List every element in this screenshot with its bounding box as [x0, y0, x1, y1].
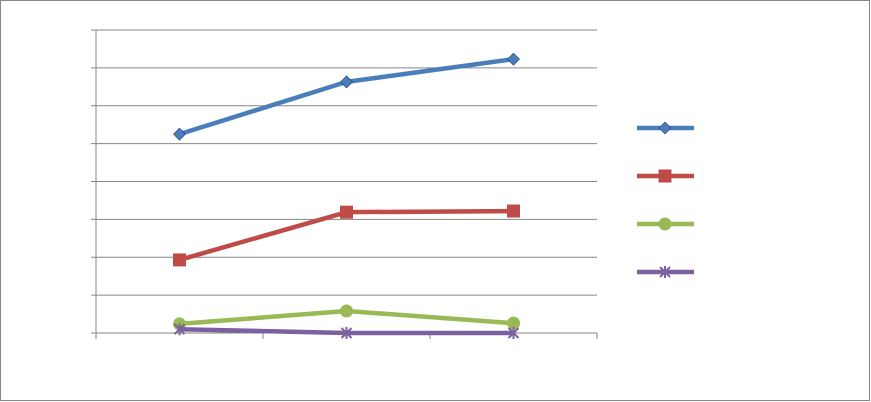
marker-shape — [659, 266, 671, 278]
marker-shape — [507, 316, 520, 330]
data-point — [507, 316, 520, 330]
marker-shape — [658, 217, 672, 231]
marker-shape — [173, 253, 186, 267]
data-point — [173, 127, 186, 141]
marker-shape — [340, 327, 353, 339]
data-point — [340, 304, 353, 318]
marker-shape — [340, 205, 353, 219]
data-point — [173, 253, 186, 267]
marker-shape — [507, 204, 520, 218]
marker-shape — [507, 52, 520, 66]
legend-marker — [658, 169, 672, 183]
marker-shape — [658, 169, 672, 183]
marker-shape — [173, 127, 186, 141]
data-point — [507, 327, 520, 339]
data-point — [340, 75, 353, 89]
marker-shape — [658, 121, 672, 135]
marker-shape — [173, 323, 186, 336]
data-point — [340, 327, 353, 339]
marker-shape — [340, 304, 353, 318]
legend-marker — [659, 266, 671, 278]
data-point — [507, 204, 520, 218]
data-point — [507, 52, 520, 66]
marker-shape — [340, 75, 353, 89]
legend-marker — [658, 217, 672, 231]
marker-shape — [507, 327, 520, 339]
data-point — [173, 323, 186, 336]
legend-marker — [658, 121, 672, 135]
data-point — [340, 205, 353, 219]
